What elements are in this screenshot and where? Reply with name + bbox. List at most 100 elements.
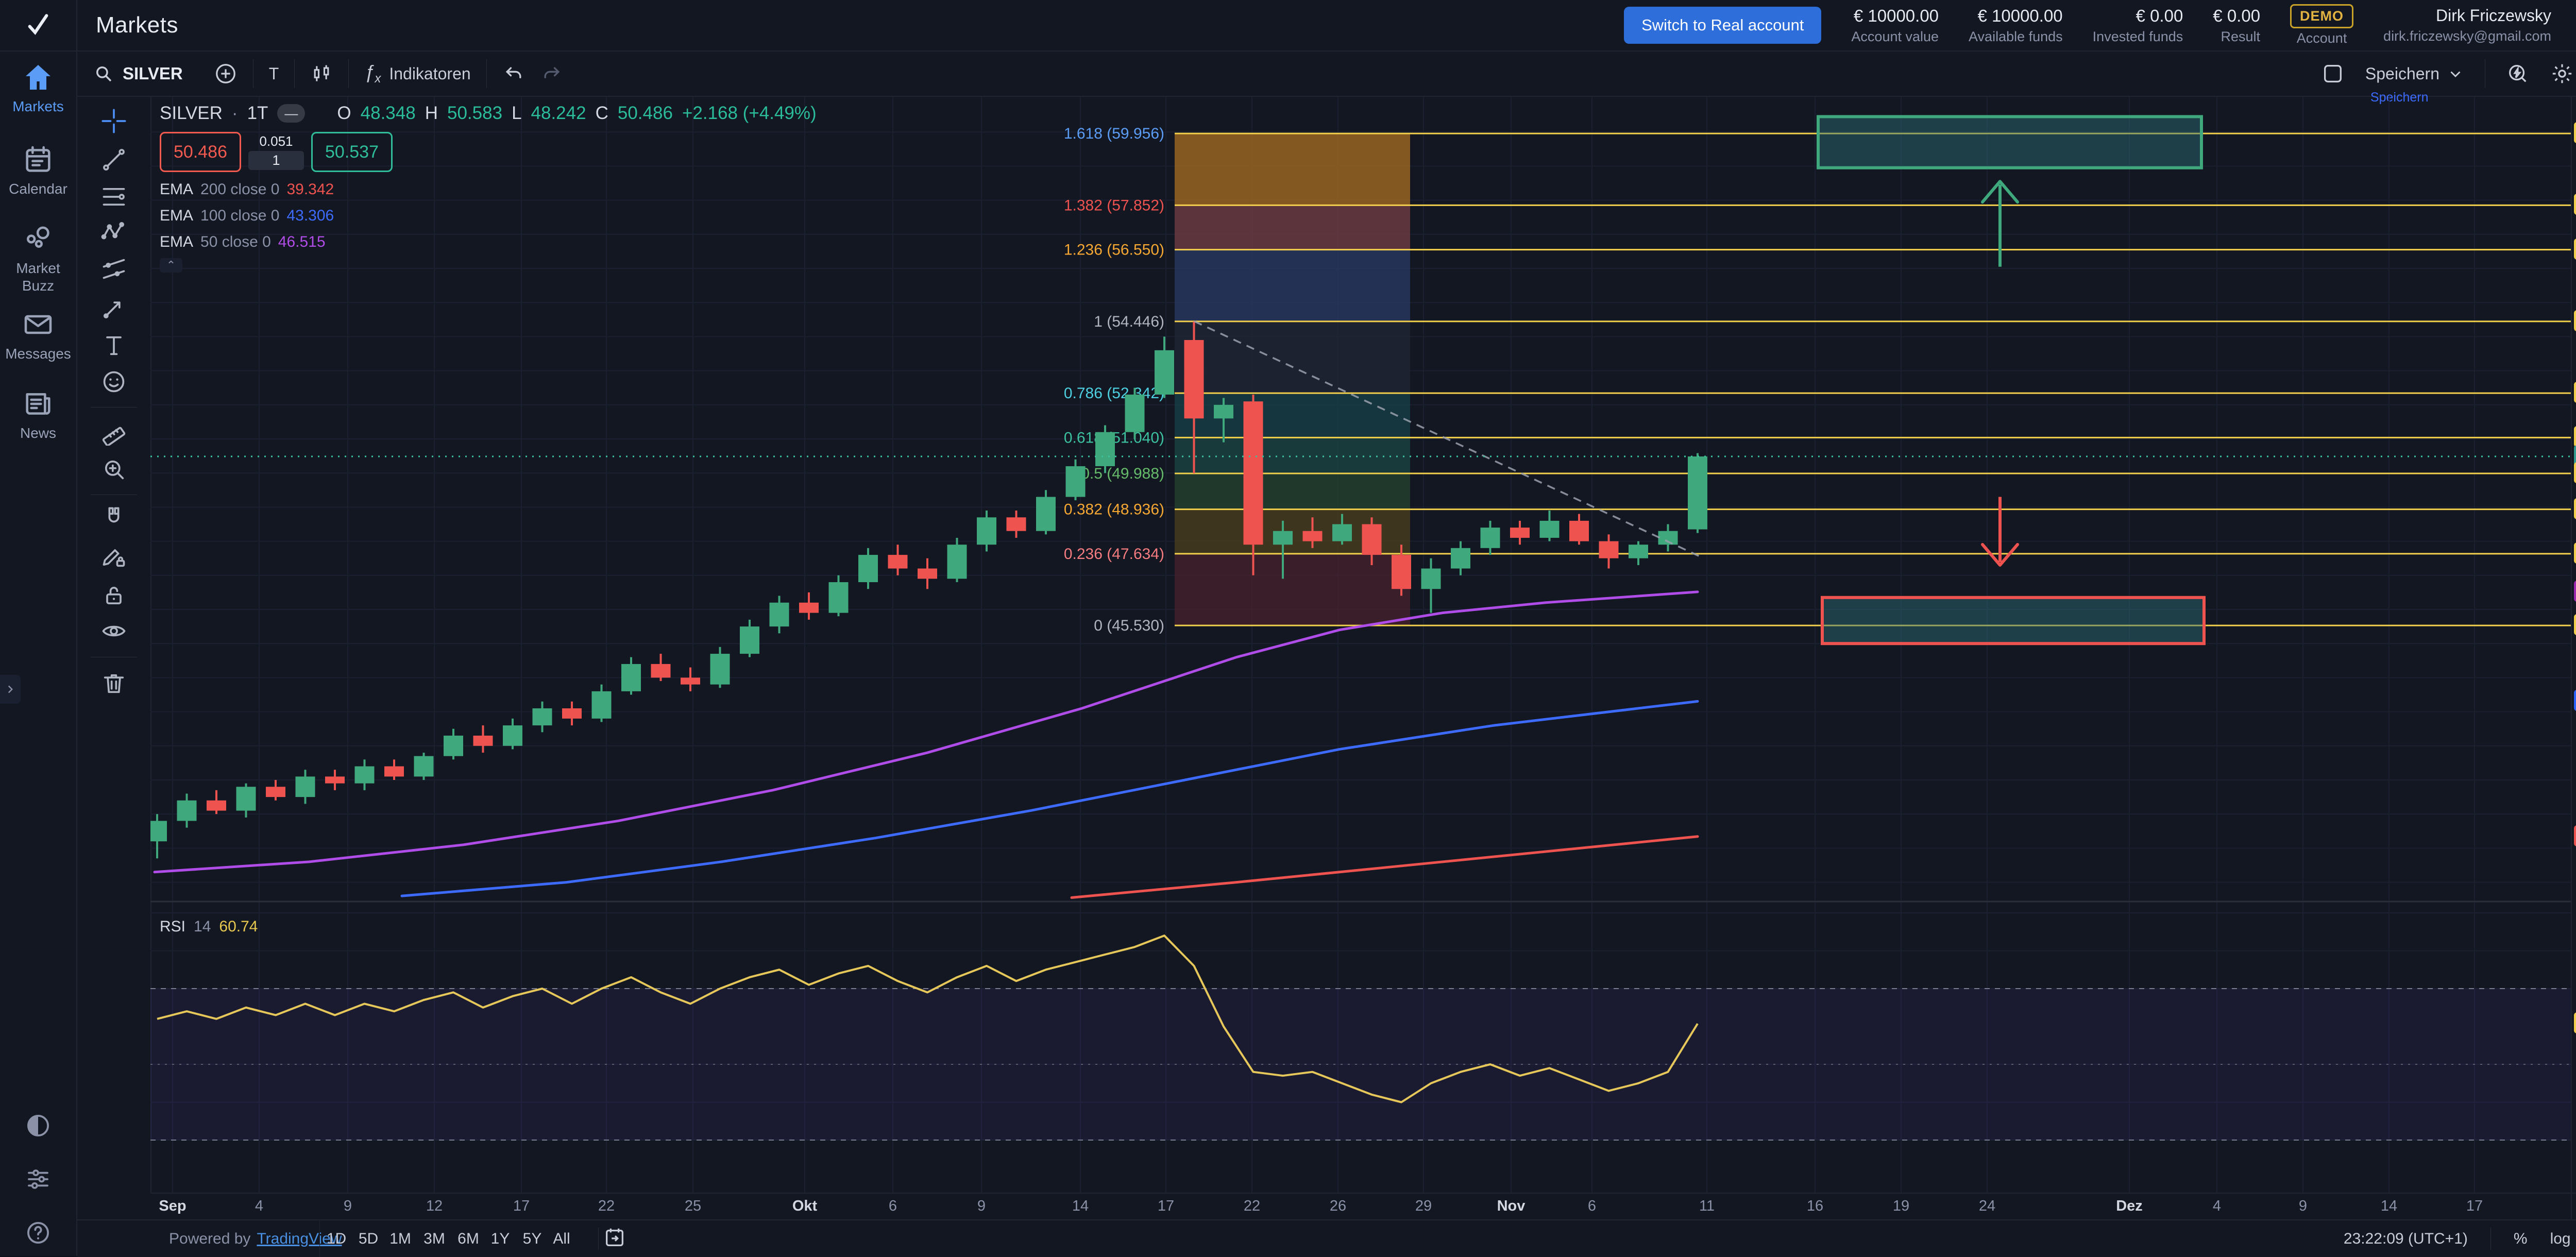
time-tick[interactable]: 22 [598, 1198, 615, 1214]
chart-style-button[interactable] [295, 59, 348, 88]
time-tick[interactable]: 19 [1892, 1198, 1910, 1214]
range-button-1m[interactable]: 1M [389, 1230, 411, 1247]
lock-all-tool[interactable] [100, 582, 127, 609]
range-button-6m[interactable]: 6M [457, 1230, 479, 1247]
save-button[interactable]: Speichern Speichern [2365, 64, 2464, 105]
time-tick[interactable]: 17 [2466, 1198, 2483, 1214]
switch-to-real-account-button[interactable]: Switch to Real account [1624, 7, 1822, 44]
interval-button[interactable]: T [253, 59, 295, 88]
ema-legend-row[interactable]: EMA 50 close 0 46.515 [160, 233, 817, 251]
emoji-tool-tool[interactable] [100, 368, 127, 395]
object-tree-expand-tab[interactable] [0, 675, 21, 704]
price-badge[interactable]: 54.446 [2574, 310, 2576, 331]
time-tick[interactable]: 17 [513, 1198, 530, 1214]
magnet-tool[interactable] [100, 505, 127, 532]
symbol-search-button[interactable]: SILVER [77, 59, 198, 88]
trash-tool[interactable] [100, 670, 127, 697]
brand-logo[interactable] [0, 0, 77, 50]
sidebar-item-calendar[interactable]: Calendar [0, 143, 76, 198]
time-tick[interactable]: 26 [1329, 1198, 1347, 1214]
zoom-in-tool[interactable] [100, 456, 127, 483]
time-tick[interactable]: 24 [1978, 1198, 1996, 1214]
time-tick[interactable]: Nov [1497, 1198, 1526, 1214]
price-badge[interactable]: 45.530 [2574, 614, 2576, 636]
compare-add-button[interactable] [198, 59, 253, 88]
edit-lock-tool[interactable] [100, 543, 127, 570]
hide-all-tool[interactable] [100, 618, 127, 644]
legend-collapse-button[interactable]: ⌃ [160, 258, 182, 273]
time-tick[interactable]: 16 [1806, 1198, 1824, 1214]
go-to-date-icon[interactable] [603, 1226, 629, 1251]
time-tick[interactable]: 12 [426, 1198, 443, 1214]
time-tick[interactable]: 9 [977, 1198, 986, 1214]
price-badge[interactable]: 49.988 [2574, 462, 2576, 483]
quick-search-icon[interactable] [2506, 62, 2530, 86]
price-axis[interactable]: 61.00059.00057.00056.00055.00054.00053.0… [2571, 97, 2576, 1193]
clock-text[interactable]: 23:22:09 (UTC+1) [2343, 1230, 2468, 1247]
text-tool-tool[interactable] [100, 332, 127, 359]
time-tick[interactable]: 11 [1699, 1198, 1715, 1214]
crosshair-tool[interactable] [100, 108, 127, 134]
quantity-field[interactable]: 1 [248, 150, 304, 170]
price-badge[interactable]: 56.550 [2574, 238, 2576, 260]
time-tick[interactable]: 4 [2212, 1198, 2222, 1214]
ema-legend-row[interactable]: EMA 100 close 0 43.306 [160, 207, 817, 225]
chart-plot[interactable]: 1.618 (59.956) 1.382 (57.852) 1.236 (56.55… [150, 97, 2571, 1193]
source-pill[interactable]: — [277, 104, 306, 123]
help-button[interactable] [0, 1219, 76, 1247]
parallel-channel-tool[interactable] [100, 256, 127, 282]
arrow-tool-tool[interactable] [100, 295, 127, 321]
indicators-button[interactable]: ƒx Indikatoren [349, 59, 486, 88]
price-badge[interactable]: 50.486 [2574, 445, 2576, 467]
rsi-badge[interactable]: 60.74 [2574, 1012, 2576, 1034]
sidebar-item-markets[interactable]: Markets [0, 61, 76, 115]
buy-button[interactable]: 50.537 [311, 132, 393, 172]
undo-button[interactable] [487, 59, 540, 88]
tradingview-link[interactable]: TradingView [257, 1230, 342, 1247]
range-button-5d[interactable]: 5D [358, 1230, 379, 1247]
time-tick[interactable]: 17 [1157, 1198, 1175, 1214]
xabcd-pattern-tool[interactable] [100, 219, 127, 246]
price-badge[interactable]: 51.040 [2574, 426, 2576, 448]
time-tick[interactable]: 29 [1415, 1198, 1432, 1214]
panel-toggle-icon[interactable] [2321, 62, 2345, 86]
sidebar-item-market-buzz[interactable]: Market Buzz [0, 223, 76, 294]
percent-scale-button[interactable]: % [2513, 1230, 2528, 1247]
price-badge[interactable]: 48.936 [2574, 498, 2576, 519]
time-axis[interactable]: Sep 4 9 12 17 22 25 Okt 6 9 14 17 22 26 29 Nov 6 11 16 19 24… [150, 1193, 2571, 1219]
time-tick[interactable]: 9 [343, 1198, 352, 1214]
range-button-1y[interactable]: 1Y [490, 1230, 510, 1247]
time-tick[interactable]: 9 [2298, 1198, 2308, 1214]
ruler-tool[interactable] [100, 419, 127, 446]
range-button-all[interactable]: All [553, 1230, 570, 1247]
time-tick[interactable]: Okt [792, 1198, 818, 1214]
price-badge[interactable]: 57.852 [2574, 194, 2576, 215]
time-tick[interactable]: 6 [1587, 1198, 1597, 1214]
time-tick[interactable]: Dez [2116, 1198, 2143, 1214]
time-tick[interactable]: Sep [159, 1198, 187, 1214]
sidebar-item-messages[interactable]: Messages [0, 308, 76, 363]
time-tick[interactable]: 14 [1072, 1198, 1089, 1214]
time-tick[interactable]: 6 [888, 1198, 897, 1214]
trend-line-tool[interactable] [100, 146, 127, 173]
price-badge[interactable]: 46.515 [2574, 580, 2576, 602]
log-scale-button[interactable]: log [2550, 1230, 2571, 1247]
time-tick[interactable]: 14 [2380, 1198, 2398, 1214]
price-badge[interactable]: 43.306 [2574, 690, 2576, 711]
price-badge[interactable]: 39.342 [2574, 825, 2576, 846]
gear-icon[interactable] [2550, 62, 2574, 86]
rsi-legend[interactable]: RSI 14 60.74 [160, 918, 258, 936]
range-button-1d[interactable]: 1D [326, 1230, 347, 1247]
fib-retracement-tool[interactable] [100, 183, 127, 210]
time-tick[interactable]: 22 [1243, 1198, 1261, 1214]
price-badge[interactable]: 47.634 [2574, 542, 2576, 564]
redo-button[interactable] [540, 59, 579, 88]
ema-legend-row[interactable]: EMA 200 close 0 39.342 [160, 181, 817, 198]
contrast-button[interactable] [0, 1112, 76, 1140]
time-axis-settings[interactable] [2571, 1193, 2576, 1219]
time-tick[interactable]: 25 [684, 1198, 702, 1214]
range-button-3m[interactable]: 3M [423, 1230, 445, 1247]
sidebar-item-news[interactable]: News [0, 387, 76, 442]
range-button-5y[interactable]: 5Y [522, 1230, 542, 1247]
